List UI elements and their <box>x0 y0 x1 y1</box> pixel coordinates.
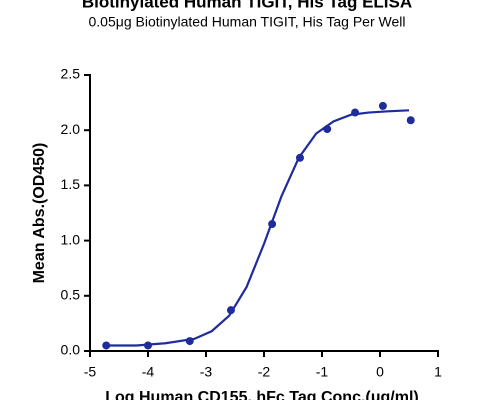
y-tick-label: 0.5 <box>61 287 81 303</box>
data-point <box>406 116 415 125</box>
y-tick-label: 0.0 <box>61 342 81 358</box>
x-tick-label: -5 <box>84 364 97 380</box>
y-tick-label: 1.5 <box>61 176 81 192</box>
x-axis-label: Log Human CD155, hFc Tag Conc.(μg/ml) <box>105 389 419 400</box>
x-tick-label: -4 <box>142 364 155 380</box>
fit-curve <box>107 109 410 347</box>
data-point <box>378 101 387 110</box>
x-tick-label: -1 <box>316 364 329 380</box>
x-tick-label: 0 <box>376 364 384 380</box>
x-tick-label: -2 <box>258 364 271 380</box>
x-tick-label: 1 <box>434 364 442 380</box>
x-tick-label: -3 <box>200 364 213 380</box>
y-tick-label: 2.5 <box>61 66 81 82</box>
chart-subtitle: 0.05μg Biotinylated Human TIGIT, His Tag… <box>89 14 406 30</box>
data-point <box>102 341 111 350</box>
y-axis-label: Mean Abs.(OD450) <box>31 143 48 284</box>
y-tick-label: 1.0 <box>61 231 81 247</box>
y-tick-label: 2.0 <box>61 121 81 137</box>
chart-title: Biotinylated Human TIGIT, His Tag ELISA <box>82 0 412 11</box>
